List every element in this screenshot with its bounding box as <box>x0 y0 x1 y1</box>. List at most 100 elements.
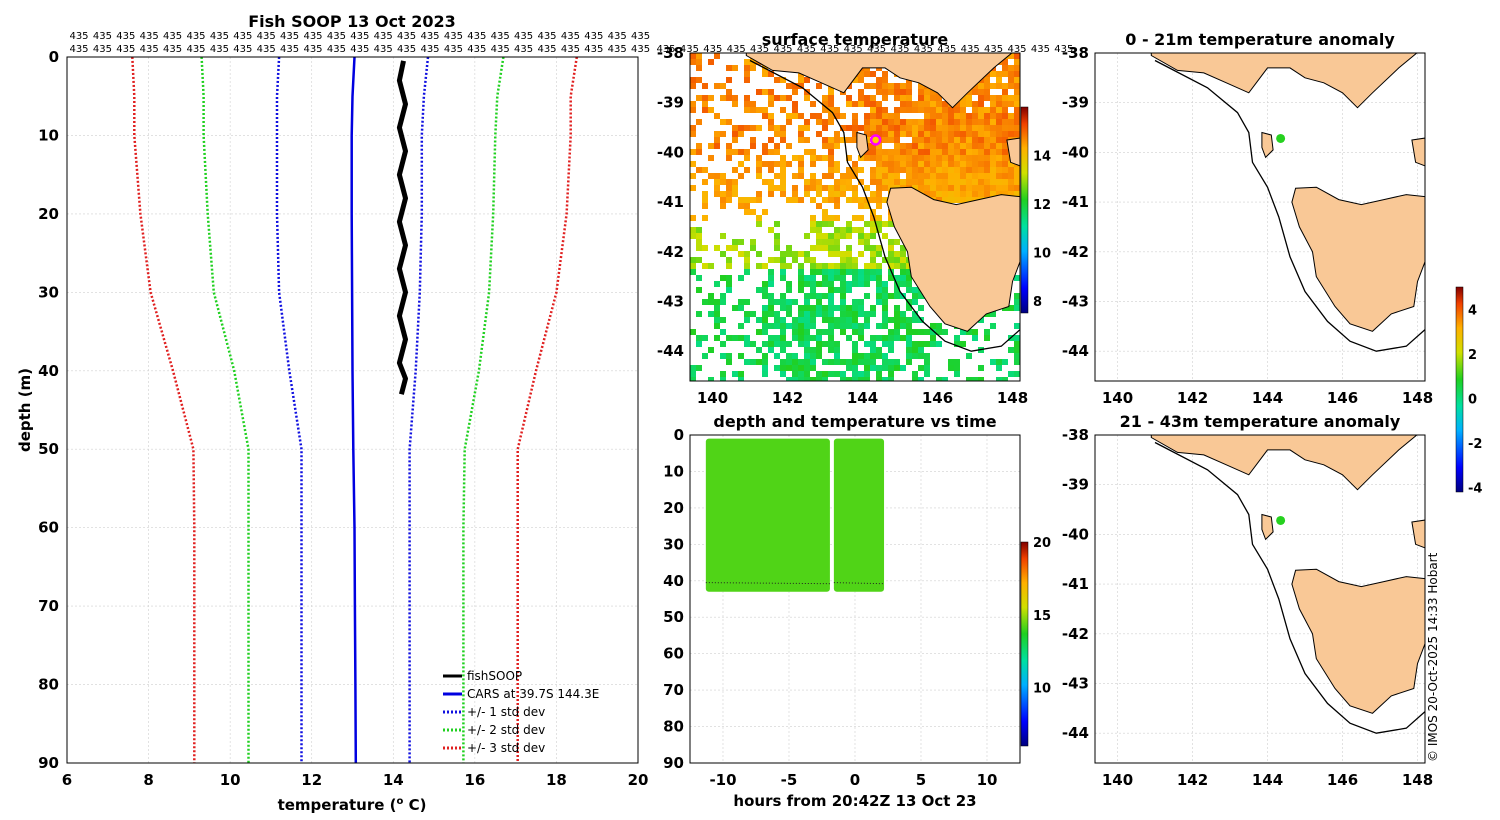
sst-cell <box>918 347 924 353</box>
anomaly-deep-title: 21 - 43m temperature anomaly <box>1120 412 1401 431</box>
sst-cell <box>912 329 918 335</box>
anomaly-deep-land <box>1150 435 1425 734</box>
sst-cell <box>900 149 906 155</box>
sst-cell <box>804 125 810 131</box>
sst-cell <box>822 101 828 107</box>
sst-cell <box>744 317 750 323</box>
sst-cell <box>876 275 882 281</box>
sst-cell <box>768 311 774 317</box>
sst-cell <box>858 227 864 233</box>
sst-cell <box>870 245 876 251</box>
sst-cell <box>828 359 834 365</box>
sst-cell <box>822 197 828 203</box>
sst-cell <box>912 353 918 359</box>
profile-top-label: 435 <box>420 44 439 55</box>
sst-cell <box>846 257 852 263</box>
sst-cell <box>978 83 984 89</box>
sst-cell <box>1008 371 1014 377</box>
sst-cell <box>990 107 996 113</box>
dt-ytick-label: 20 <box>663 499 684 517</box>
sst-cell <box>906 167 912 173</box>
sst-cell <box>888 245 894 251</box>
sst-cell <box>912 347 918 353</box>
sst-cell <box>948 131 954 137</box>
sst-cell <box>888 131 894 137</box>
depth-time-axes-box <box>689 434 1021 764</box>
sst-cell <box>690 101 696 107</box>
sst-cell <box>690 329 696 335</box>
sst-cell <box>762 353 768 359</box>
sst-cell <box>738 275 744 281</box>
sst-cell <box>726 287 732 293</box>
sst-cell <box>870 263 876 269</box>
map-ytick-label: -44 <box>1062 724 1089 742</box>
sst-cell <box>942 329 948 335</box>
sst-cell <box>798 275 804 281</box>
sst-cell <box>1002 359 1008 365</box>
sst-cell <box>816 347 822 353</box>
sst-cell <box>744 155 750 161</box>
sst-cell <box>882 299 888 305</box>
sst-cell <box>978 185 984 191</box>
sst-cell <box>780 179 786 185</box>
sst-cell <box>870 353 876 359</box>
sst-cell <box>774 173 780 179</box>
sst-cell <box>882 287 888 293</box>
sst-cell <box>912 341 918 347</box>
sst-cell <box>990 113 996 119</box>
map-xtick-label: 146 <box>1327 771 1358 789</box>
sst-cell <box>870 221 876 227</box>
dt-xtick-label: -10 <box>709 771 736 789</box>
sst-cell <box>840 227 846 233</box>
sst-cell <box>942 119 948 125</box>
victoria-land <box>745 53 1013 109</box>
sst-cell <box>1008 113 1014 119</box>
sst-cell <box>864 233 870 239</box>
sst-cell <box>810 185 816 191</box>
sst-cell <box>828 143 834 149</box>
sst-cell <box>816 233 822 239</box>
sst-cell <box>720 233 726 239</box>
sst-cell <box>726 353 732 359</box>
sst-cell <box>690 125 696 131</box>
tasmania-land <box>1291 568 1425 714</box>
sst-cell <box>768 305 774 311</box>
sst-cell <box>774 317 780 323</box>
profile-top-label: 435 <box>327 44 346 55</box>
sst-cell <box>840 317 846 323</box>
map-ytick-label: -38 <box>657 44 684 62</box>
sst-cell <box>768 227 774 233</box>
sst-cell <box>912 167 918 173</box>
sst-cell <box>894 251 900 257</box>
profile-ytick-label: 60 <box>38 519 59 537</box>
sst-cell <box>822 359 828 365</box>
sst-cell <box>870 209 876 215</box>
sst-cell <box>834 239 840 245</box>
sst-cell <box>906 269 912 275</box>
sst-cell <box>834 275 840 281</box>
sst-cell <box>894 143 900 149</box>
sst-cell <box>816 263 822 269</box>
sst-cell <box>876 197 882 203</box>
sst-cell <box>900 269 906 275</box>
profile-xlabel: temperature (o C) <box>278 796 427 814</box>
sst-cell <box>954 365 960 371</box>
profile-top-label: 435 <box>491 44 510 55</box>
sst-cell <box>996 113 1002 119</box>
sst-cell <box>906 83 912 89</box>
sst-cell <box>876 365 882 371</box>
sst-cell <box>900 89 906 95</box>
anomaly-colorbar-tick-label: -2 <box>1468 437 1482 452</box>
sst-cell <box>690 83 696 89</box>
sst-cell <box>990 161 996 167</box>
sst-cell <box>930 143 936 149</box>
sst-cell <box>882 107 888 113</box>
sst-cell <box>978 191 984 197</box>
sst-cell <box>1014 53 1020 59</box>
sst-cell <box>846 317 852 323</box>
sst-cell <box>918 161 924 167</box>
sst-top-label: 435 <box>773 44 792 55</box>
sst-cell <box>732 65 738 71</box>
sst-cell <box>1014 275 1020 281</box>
